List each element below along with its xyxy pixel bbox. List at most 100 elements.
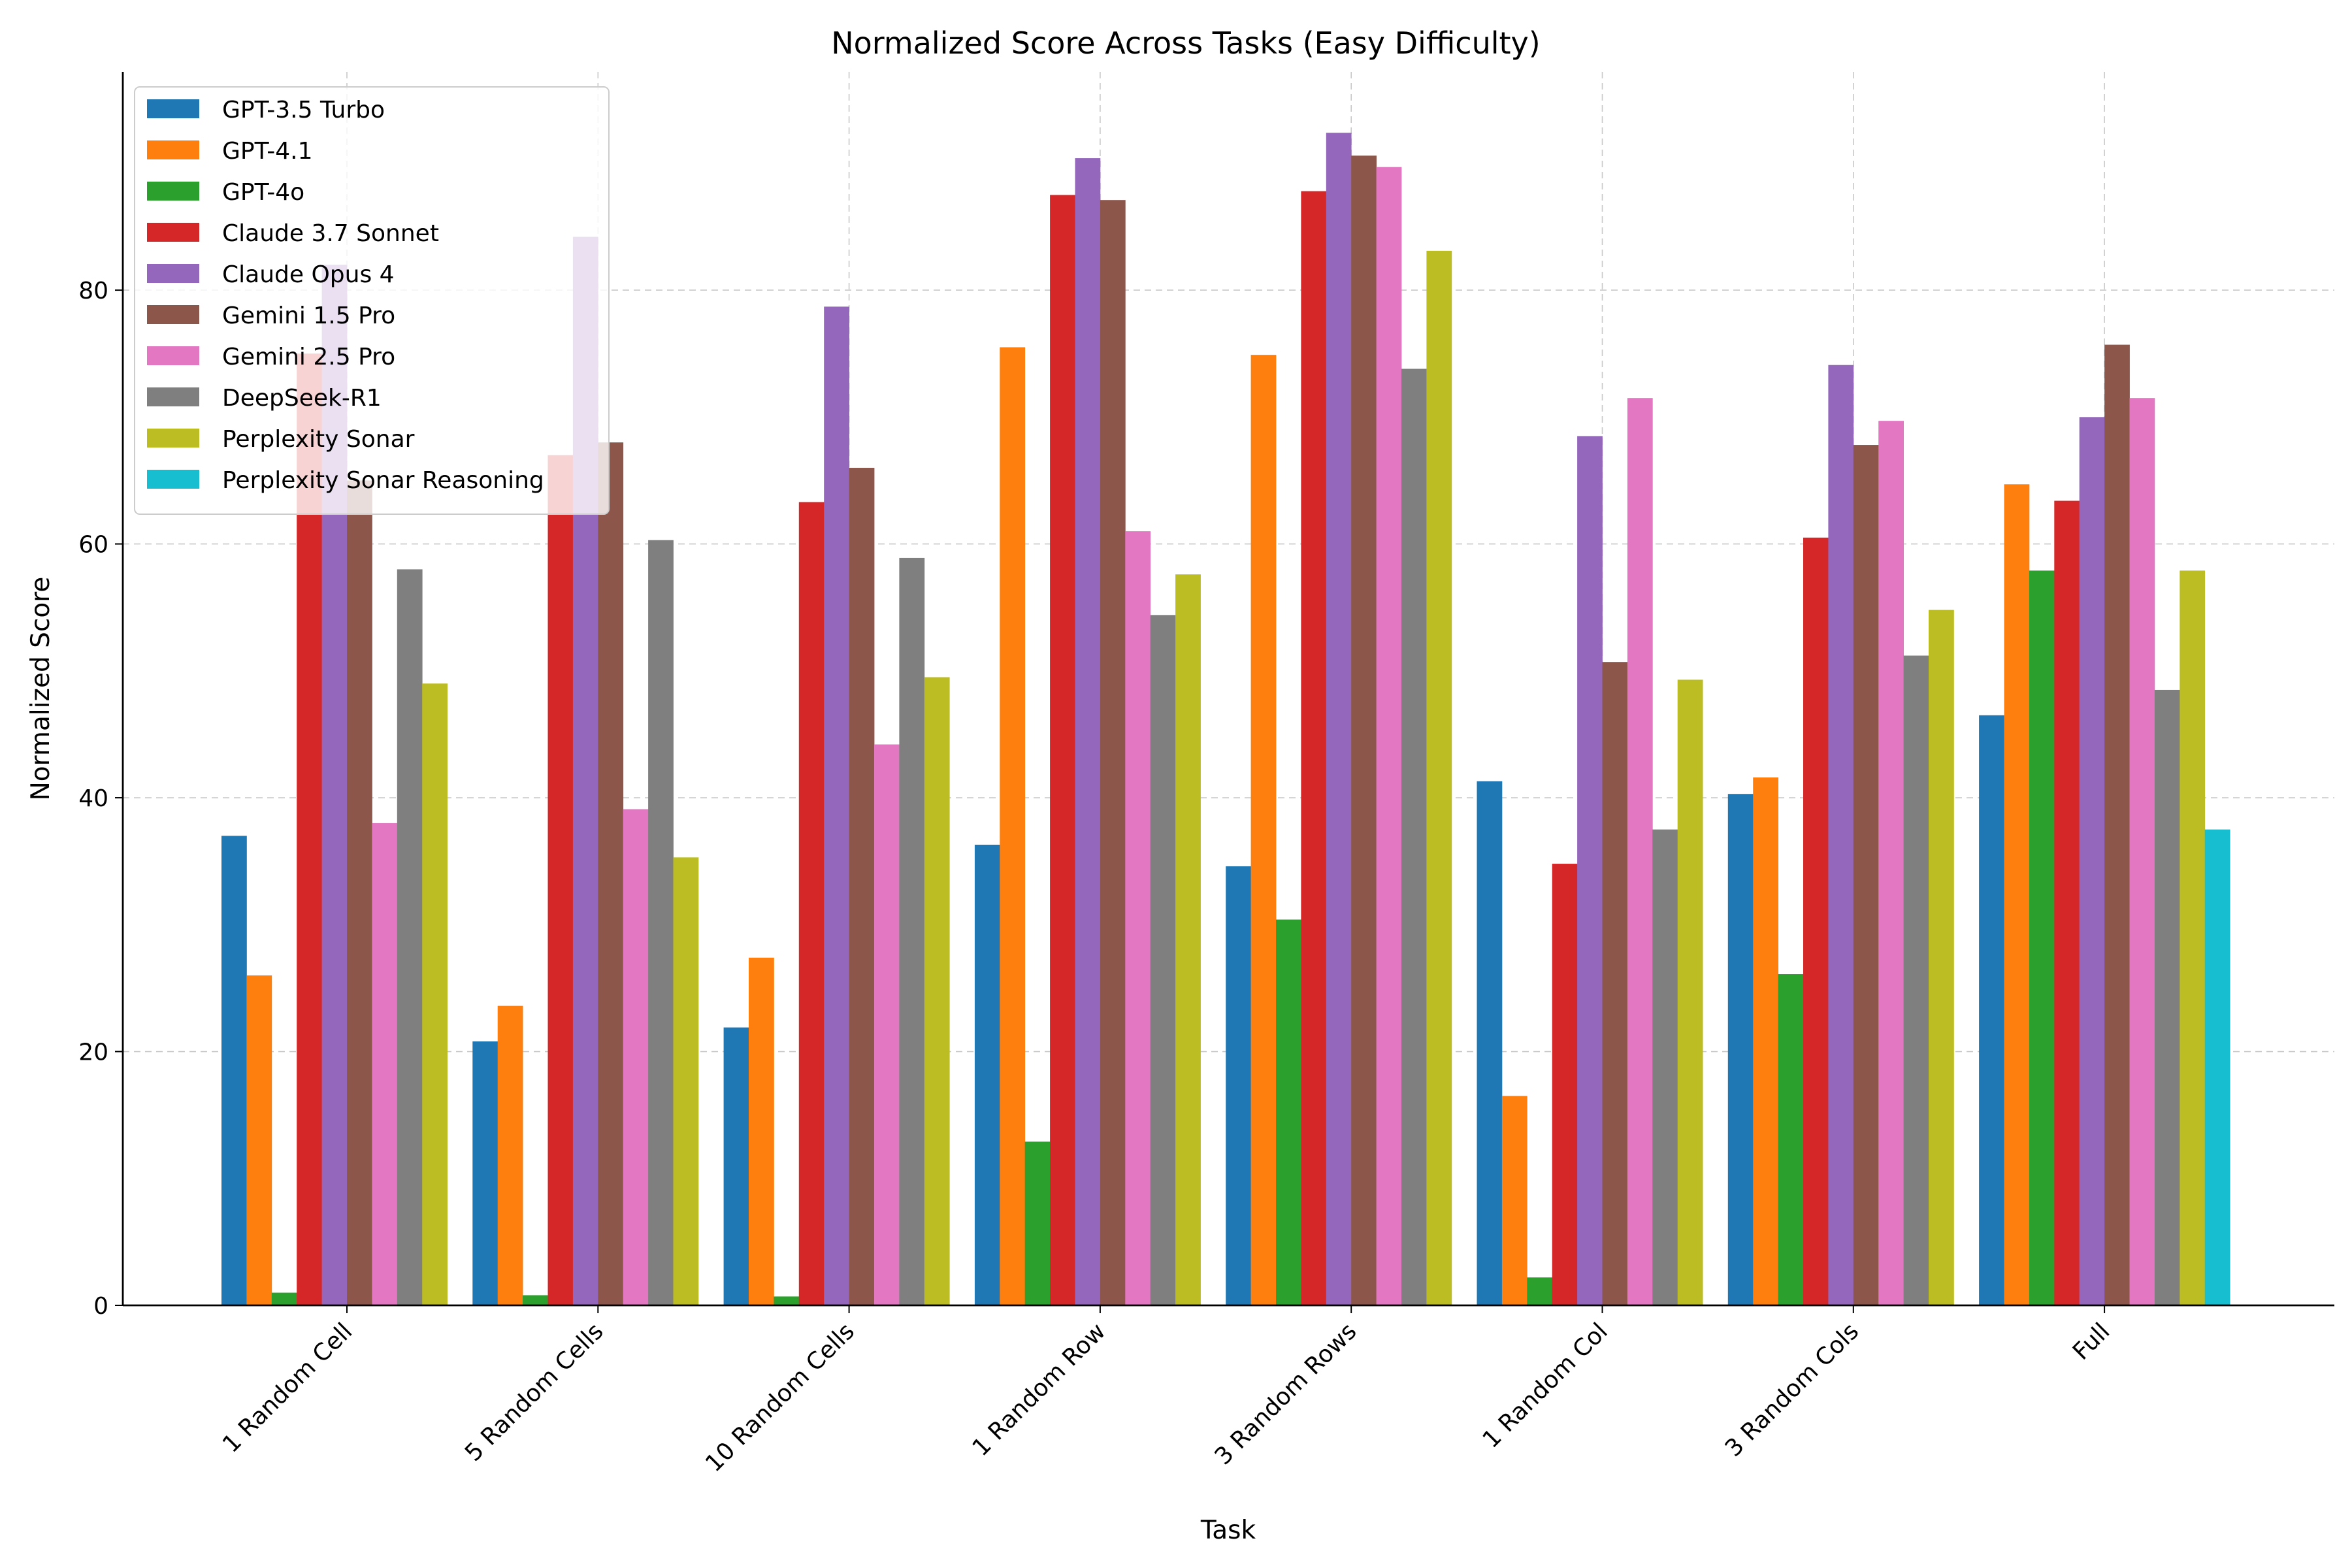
x-axis-label: Task (1200, 1516, 1256, 1545)
x-tick-label: Full (2068, 1318, 2115, 1365)
x-tick-label: 3 Random Rows (1210, 1318, 1362, 1470)
bar (1075, 158, 1101, 1306)
x-tick-label: 1 Random Cell (218, 1318, 357, 1458)
bars (221, 133, 2230, 1306)
bar (1677, 679, 1703, 1305)
bar (1552, 864, 1578, 1305)
bar (1250, 355, 1277, 1305)
legend-label: GPT-4.1 (222, 138, 313, 165)
bar (547, 455, 574, 1305)
bar (1000, 347, 1026, 1305)
bar (849, 468, 875, 1306)
bar (1929, 610, 1954, 1305)
bar (1301, 191, 1327, 1305)
legend-swatch (147, 470, 199, 489)
bar (1024, 1141, 1051, 1305)
bar (1150, 615, 1176, 1305)
legend-swatch (147, 140, 199, 159)
legend-label: Perplexity Sonar (222, 426, 415, 453)
bar (1125, 531, 1151, 1305)
bar (924, 677, 950, 1305)
bar (1753, 777, 1778, 1305)
bar (2204, 829, 2230, 1305)
bar (974, 844, 1000, 1305)
bar (372, 823, 398, 1305)
axes (122, 72, 2334, 1307)
bar (774, 1296, 800, 1305)
bar (1878, 421, 1904, 1305)
bar (2180, 570, 2206, 1305)
bar (1326, 133, 1352, 1305)
bar (1527, 1277, 1553, 1305)
legend-label: Gemini 2.5 Pro (222, 344, 395, 370)
chart-title: Normalized Score Across Tasks (Easy Diff… (831, 25, 1540, 61)
bar (2029, 570, 2055, 1305)
bar (1226, 866, 1251, 1305)
y-tick-label: 40 (78, 785, 108, 812)
bar (497, 1005, 523, 1305)
bar (1727, 794, 1754, 1305)
bar (2079, 417, 2105, 1305)
bar (798, 502, 825, 1305)
bar (1276, 919, 1301, 1305)
legend-label: Gemini 1.5 Pro (222, 302, 395, 329)
bar (648, 540, 674, 1305)
bar (1100, 200, 1126, 1306)
bar (673, 857, 699, 1305)
bar (1376, 167, 1402, 1306)
y-tick-label: 20 (78, 1039, 108, 1066)
bar (1652, 829, 1678, 1305)
bar (598, 442, 624, 1305)
legend-swatch (147, 99, 199, 118)
legend-swatch (147, 223, 199, 242)
bar (2154, 689, 2180, 1305)
bar (246, 975, 272, 1305)
legend: GPT-3.5 Turbo GPT-4.1 GPT-4o Claude 3.7 Son… (134, 86, 610, 515)
bar (1351, 155, 1377, 1306)
legend-label: GPT-3.5 Turbo (222, 97, 385, 123)
bar (1853, 445, 1879, 1305)
legend-swatch (147, 346, 199, 365)
bar (899, 557, 925, 1306)
bar (1778, 974, 1804, 1305)
y-tick-label: 0 (93, 1293, 108, 1320)
legend-label: Claude 3.7 Sonnet (222, 220, 439, 247)
bar (1050, 195, 1075, 1306)
bar (347, 480, 372, 1306)
legend-label: Perplexity Sonar Reasoning (222, 467, 544, 494)
bar (472, 1041, 498, 1305)
bar (1828, 365, 1854, 1305)
y-ticks: 0 20 40 60 80 (78, 278, 123, 1320)
bar (1175, 574, 1201, 1305)
bar (271, 1292, 297, 1305)
x-tick-label: 1 Random Row (968, 1318, 1111, 1462)
bar (221, 836, 247, 1305)
bar (723, 1027, 749, 1305)
bar (1501, 1096, 1527, 1305)
legend-swatch (147, 264, 199, 283)
bar (1577, 436, 1603, 1305)
legend-swatch (147, 387, 199, 406)
bar (1627, 398, 1653, 1306)
legend-label: GPT-4o (222, 179, 304, 206)
x-tick-label: 10 Random Cells (700, 1318, 860, 1477)
bar (523, 1295, 548, 1305)
x-tick-label: 3 Random Cols (1720, 1318, 1864, 1462)
bar (1477, 781, 1503, 1305)
bar (874, 744, 900, 1305)
bar (2054, 500, 2080, 1305)
bar (397, 569, 423, 1305)
bar (1401, 368, 1427, 1305)
bar (2004, 484, 2030, 1306)
y-axis-label: Normalized Score (26, 577, 56, 801)
bar (824, 306, 849, 1305)
bar (2129, 398, 2155, 1306)
legend-swatch (147, 429, 199, 448)
x-tick-label: 1 Random Col (1478, 1318, 1613, 1453)
bar (2104, 344, 2130, 1305)
legend-swatch (147, 182, 199, 201)
bar (1903, 655, 1929, 1305)
bar (749, 957, 774, 1305)
y-tick-label: 80 (78, 278, 108, 304)
legend-swatch (147, 305, 199, 324)
